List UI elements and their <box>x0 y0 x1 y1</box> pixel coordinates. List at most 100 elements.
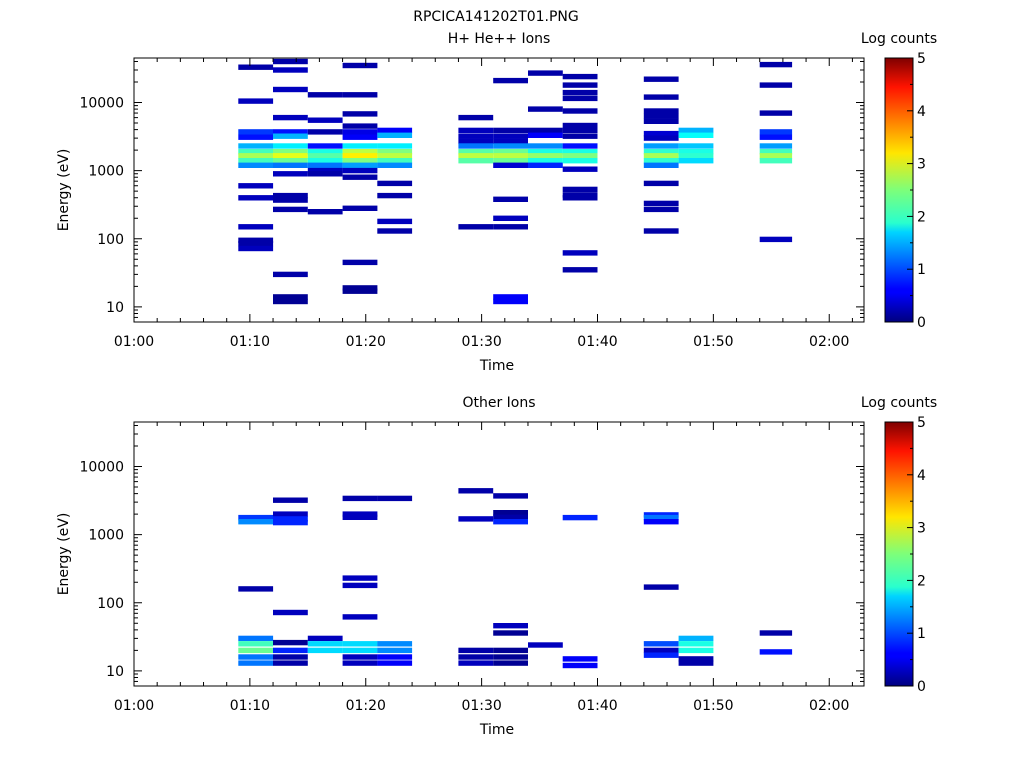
heatmap-cell <box>643 135 679 141</box>
heatmap-cell <box>238 162 274 168</box>
x-tick-label: 01:10 <box>230 698 270 714</box>
heatmap-cell <box>307 153 343 159</box>
heatmap-cell <box>458 114 494 121</box>
panel-title: H+ He++ Ions <box>448 31 551 47</box>
heatmap-cell <box>458 488 494 494</box>
heatmap-cell <box>562 73 598 80</box>
heatmap-cell <box>273 133 308 139</box>
heatmap-cell <box>678 143 714 149</box>
heatmap-cell <box>493 510 528 516</box>
x-axis-label: Time <box>479 358 514 374</box>
heatmap-cell <box>493 514 528 520</box>
heatmap-cell <box>342 641 378 647</box>
heatmap-cell <box>342 205 378 211</box>
heatmap-cell <box>342 167 378 174</box>
heatmap-cell <box>493 133 528 139</box>
heatmap-cell <box>377 647 413 654</box>
heatmap-cell <box>528 143 563 149</box>
heatmap-cell <box>273 298 308 305</box>
heatmap-cell <box>759 149 793 155</box>
heatmap-cell <box>493 149 528 155</box>
heatmap-cell <box>528 70 563 76</box>
heatmap-cell <box>493 158 528 164</box>
heatmap-cell <box>678 656 714 662</box>
x-tick-label: 01:00 <box>114 334 154 350</box>
heatmap-cell <box>377 654 413 660</box>
heatmap-cell <box>307 162 343 168</box>
y-tick-label: 1000 <box>88 164 124 180</box>
heatmap-cell <box>643 584 679 590</box>
heatmap-cell <box>238 635 274 642</box>
heatmap-cell <box>493 647 528 654</box>
heatmap-cell <box>458 224 494 230</box>
x-tick-label: 01:30 <box>461 698 501 714</box>
heatmap-cell <box>562 153 598 159</box>
heatmap-cell <box>493 660 528 666</box>
heatmap-cell <box>273 197 308 203</box>
heatmap-cell <box>342 575 378 581</box>
heatmap-cell <box>273 639 308 646</box>
heatmap-cell <box>759 153 793 159</box>
heatmap-cell <box>562 127 598 134</box>
heatmap-cell <box>342 143 378 149</box>
colorbar-tick-label: 0 <box>917 315 926 331</box>
heatmap-cell <box>643 200 679 207</box>
heatmap-cells <box>238 488 793 669</box>
heatmap-cell <box>307 167 343 174</box>
heatmap-cell <box>562 158 598 164</box>
heatmap-cell <box>493 215 528 221</box>
heatmap-cell <box>493 196 528 202</box>
heatmap-cell <box>273 206 308 213</box>
heatmap-cell <box>493 294 528 300</box>
heatmap-cell <box>238 183 274 189</box>
heatmap-cell <box>678 149 714 155</box>
heatmap-cell <box>458 153 494 159</box>
heatmap-cell <box>643 519 679 525</box>
x-tick-label: 01:50 <box>693 334 733 350</box>
heatmap-cell <box>238 129 274 135</box>
heatmap-cell <box>238 240 274 247</box>
heatmap-cell <box>273 497 308 503</box>
heatmap-cell <box>643 113 679 119</box>
heatmap-cell <box>528 127 563 134</box>
heatmap-cell <box>562 662 598 669</box>
heatmap-cell <box>678 127 714 134</box>
heatmap-cell <box>342 153 378 159</box>
heatmap-cell <box>759 649 793 655</box>
heatmap-cell <box>273 516 308 522</box>
heatmap-cell <box>643 158 679 164</box>
heatmap-cell <box>238 245 274 252</box>
plot-area <box>134 58 864 322</box>
heatmap-cell <box>643 76 679 82</box>
x-tick-label: 01:40 <box>577 698 617 714</box>
heatmap-cell <box>342 162 378 168</box>
heatmap-cell <box>759 143 793 149</box>
heatmap-cell <box>562 82 598 88</box>
colorbar-tick-label: 0 <box>917 679 926 695</box>
heatmap-cell <box>377 153 413 159</box>
colorbar-tick-label: 5 <box>917 415 926 431</box>
heatmap-cell <box>562 133 598 139</box>
colorbar-tick-label: 5 <box>917 51 926 67</box>
heatmap-cell <box>238 153 274 159</box>
colorbar <box>884 421 914 687</box>
heatmap-cell <box>238 660 274 666</box>
heatmap-cell <box>238 514 274 521</box>
heatmap-cell <box>342 123 378 129</box>
heatmap-cell <box>342 614 378 620</box>
heatmap-cell <box>528 132 563 138</box>
x-tick-label: 01:20 <box>346 698 386 714</box>
heatmap-cell <box>238 641 274 647</box>
heatmap-cell <box>528 642 563 648</box>
heatmap-cell <box>307 647 343 654</box>
heatmap-cell <box>273 149 308 155</box>
heatmap-cell <box>643 162 679 168</box>
heatmap-cell <box>458 127 494 134</box>
figure-title: RPCICA141202T01.PNG <box>413 9 578 25</box>
colorbar-label: Log counts <box>861 395 937 411</box>
heatmap-cell <box>678 641 714 647</box>
heatmap-cell <box>307 209 343 215</box>
heatmap-cell <box>458 138 494 144</box>
x-tick-label: 01:20 <box>346 334 386 350</box>
heatmap-cell <box>342 158 378 164</box>
